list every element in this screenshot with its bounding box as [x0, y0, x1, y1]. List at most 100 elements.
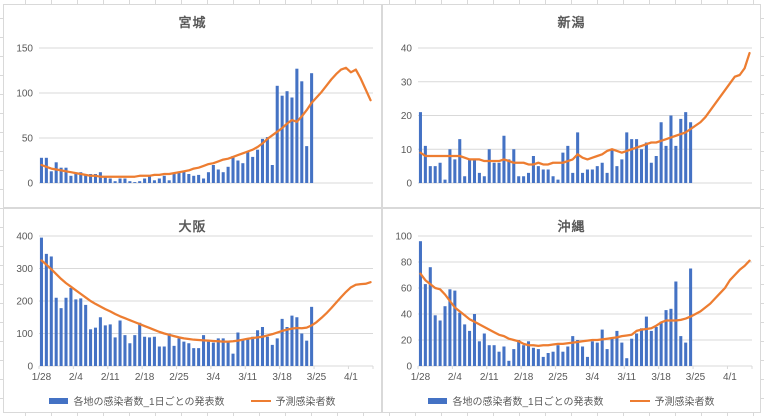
bar — [418, 112, 422, 184]
chart-legend: 各地の感染者数_1日ごとの発表数 予測感染者数 — [4, 393, 381, 408]
y-tick-label: 50 — [22, 134, 34, 145]
bar — [275, 338, 279, 367]
bar — [556, 179, 560, 184]
bar — [182, 341, 186, 367]
y-tick-label: 20 — [401, 336, 413, 347]
bar — [167, 333, 171, 366]
x-tick-label: 2/11 — [480, 372, 499, 383]
bar — [69, 288, 73, 366]
bar — [639, 328, 644, 366]
bar — [561, 152, 565, 184]
bar — [270, 165, 274, 183]
chart-panel-okinawa[interactable]: 0 20 40 60 80 100 1/28 2/4 2/11 2/18 2/25 3/4 3/11 3/… — [382, 208, 761, 413]
bar — [615, 330, 619, 366]
bar — [566, 346, 570, 366]
bar — [551, 351, 555, 366]
y-tick-label: 0 — [406, 179, 412, 190]
bar — [605, 349, 609, 366]
bar — [674, 281, 678, 366]
bar — [290, 315, 294, 367]
bar — [566, 145, 570, 184]
bar — [428, 267, 432, 366]
bar — [644, 142, 648, 183]
bar — [644, 316, 648, 366]
legend-label-line: 予測感染者数 — [275, 397, 336, 408]
bar — [133, 335, 137, 367]
bar — [157, 178, 161, 183]
y-tick-label: 400 — [16, 232, 33, 243]
x-tick-label: 3/4 — [585, 372, 599, 383]
bar — [512, 349, 516, 366]
bar — [497, 351, 501, 366]
bar — [585, 356, 589, 366]
bar — [630, 338, 634, 366]
x-tick-label: 3/11 — [238, 372, 257, 383]
bar — [84, 174, 88, 183]
bar — [689, 122, 693, 183]
bar — [123, 335, 127, 367]
bar — [546, 353, 550, 366]
bar — [251, 156, 255, 183]
bar — [620, 159, 624, 184]
bar — [226, 341, 230, 367]
bar — [526, 172, 531, 184]
legend-item-bars: 各地の感染者数_1日ごとの発表数 — [49, 393, 225, 408]
bar — [113, 181, 117, 183]
x-tick-label: 2/25 — [548, 372, 568, 383]
bar — [172, 174, 176, 183]
bar — [265, 137, 269, 183]
legend-label-line: 予測感染者数 — [654, 397, 715, 408]
bar — [600, 162, 604, 183]
bar — [113, 337, 117, 366]
bar — [260, 138, 265, 183]
bar — [428, 166, 432, 184]
bar — [522, 345, 526, 366]
bar — [595, 166, 599, 184]
bar — [571, 172, 575, 184]
x-tick-label: 1/28 — [32, 372, 52, 383]
bar — [128, 181, 132, 183]
bar — [502, 346, 506, 366]
x-tick-label: 3/4 — [206, 372, 220, 383]
bar — [595, 342, 599, 366]
bar — [123, 178, 127, 183]
chart-plot-miyagi: 0 50 100 150 — [16, 44, 373, 190]
bar — [98, 317, 102, 366]
bar-series — [418, 241, 693, 366]
bar — [152, 180, 156, 183]
bar — [536, 349, 540, 366]
bar — [246, 338, 250, 367]
x-tick-label: 1/28 — [411, 372, 431, 383]
bar — [300, 81, 304, 183]
bar — [472, 159, 477, 184]
bar — [433, 166, 437, 184]
chart-legend: 各地の感染者数_1日ごとの発表数 予測感染者数 — [383, 393, 760, 408]
bar-series — [418, 112, 693, 184]
bar — [679, 336, 683, 366]
bar — [625, 358, 629, 366]
chart-panel-niigata[interactable]: 0 10 20 30 40 新潟 — [382, 4, 761, 208]
bar — [295, 317, 299, 366]
line-series-swatch — [250, 399, 271, 402]
bar — [654, 156, 658, 183]
bar — [482, 176, 486, 183]
y-tick-label: 100 — [16, 329, 33, 340]
bar — [625, 132, 629, 184]
bar — [44, 253, 48, 366]
bar — [69, 175, 73, 183]
y-tick-label: 20 — [401, 111, 413, 122]
chart-panel-osaka[interactable]: 0 100 200 300 400 1/28 2/4 2/11 2/18 2/25 3/4 3/11 3… — [3, 208, 382, 413]
bar — [541, 356, 545, 366]
x-tick-label: 3/25 — [307, 372, 327, 383]
bar — [305, 340, 309, 366]
bar — [167, 180, 171, 183]
bar — [674, 145, 678, 184]
chart-panel-miyagi[interactable]: 0 50 100 150 宮城 — [3, 4, 382, 208]
bar — [684, 112, 688, 184]
y-tick-label: 0 — [27, 179, 33, 190]
prediction-line — [40, 259, 372, 343]
bar — [458, 139, 462, 184]
bar — [49, 256, 53, 366]
bar — [546, 169, 550, 183]
bar — [251, 336, 255, 366]
